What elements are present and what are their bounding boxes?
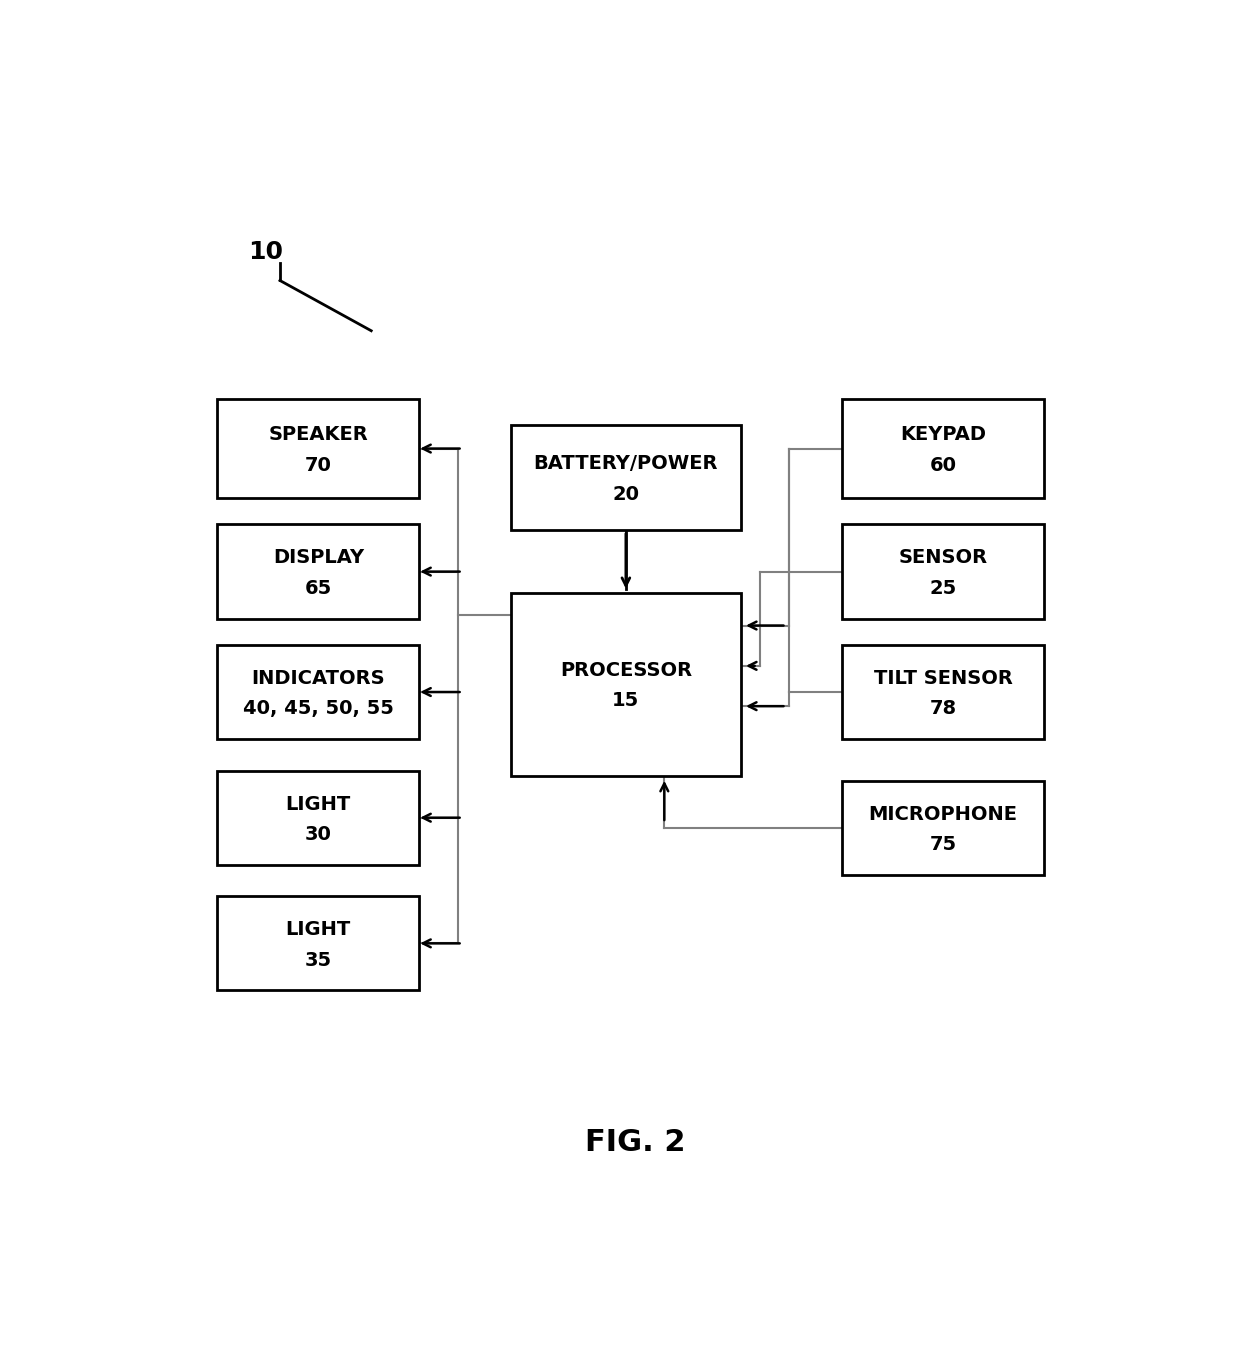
FancyBboxPatch shape bbox=[217, 525, 419, 619]
Text: BATTERY/POWER: BATTERY/POWER bbox=[533, 454, 718, 473]
Text: DISPLAY: DISPLAY bbox=[273, 548, 363, 567]
Text: 60: 60 bbox=[930, 456, 956, 475]
FancyBboxPatch shape bbox=[217, 896, 419, 990]
Text: 10: 10 bbox=[248, 241, 283, 264]
Text: KEYPAD: KEYPAD bbox=[900, 426, 986, 445]
Text: LIGHT: LIGHT bbox=[285, 921, 351, 940]
Text: 25: 25 bbox=[930, 579, 956, 598]
Text: SPEAKER: SPEAKER bbox=[269, 426, 368, 445]
Text: TILT SENSOR: TILT SENSOR bbox=[874, 669, 1012, 688]
Text: 40, 45, 50, 55: 40, 45, 50, 55 bbox=[243, 699, 394, 718]
Text: PROCESSOR: PROCESSOR bbox=[559, 661, 692, 680]
FancyBboxPatch shape bbox=[511, 593, 742, 775]
FancyBboxPatch shape bbox=[217, 771, 419, 865]
Text: 35: 35 bbox=[305, 951, 332, 970]
FancyBboxPatch shape bbox=[842, 781, 1044, 876]
FancyBboxPatch shape bbox=[842, 398, 1044, 498]
FancyBboxPatch shape bbox=[842, 525, 1044, 619]
FancyBboxPatch shape bbox=[511, 424, 742, 529]
FancyBboxPatch shape bbox=[217, 398, 419, 498]
Text: INDICATORS: INDICATORS bbox=[252, 669, 386, 688]
FancyBboxPatch shape bbox=[842, 645, 1044, 740]
Text: 20: 20 bbox=[613, 484, 640, 503]
Text: MICROPHONE: MICROPHONE bbox=[868, 805, 1018, 824]
Text: 65: 65 bbox=[305, 579, 332, 598]
Text: 78: 78 bbox=[930, 699, 956, 718]
Text: 15: 15 bbox=[613, 691, 640, 710]
Text: 75: 75 bbox=[930, 835, 956, 854]
FancyBboxPatch shape bbox=[217, 645, 419, 740]
Text: FIG. 2: FIG. 2 bbox=[585, 1127, 686, 1157]
Text: 70: 70 bbox=[305, 456, 332, 475]
Text: 30: 30 bbox=[305, 826, 332, 845]
Text: SENSOR: SENSOR bbox=[899, 548, 987, 567]
Text: LIGHT: LIGHT bbox=[285, 794, 351, 813]
